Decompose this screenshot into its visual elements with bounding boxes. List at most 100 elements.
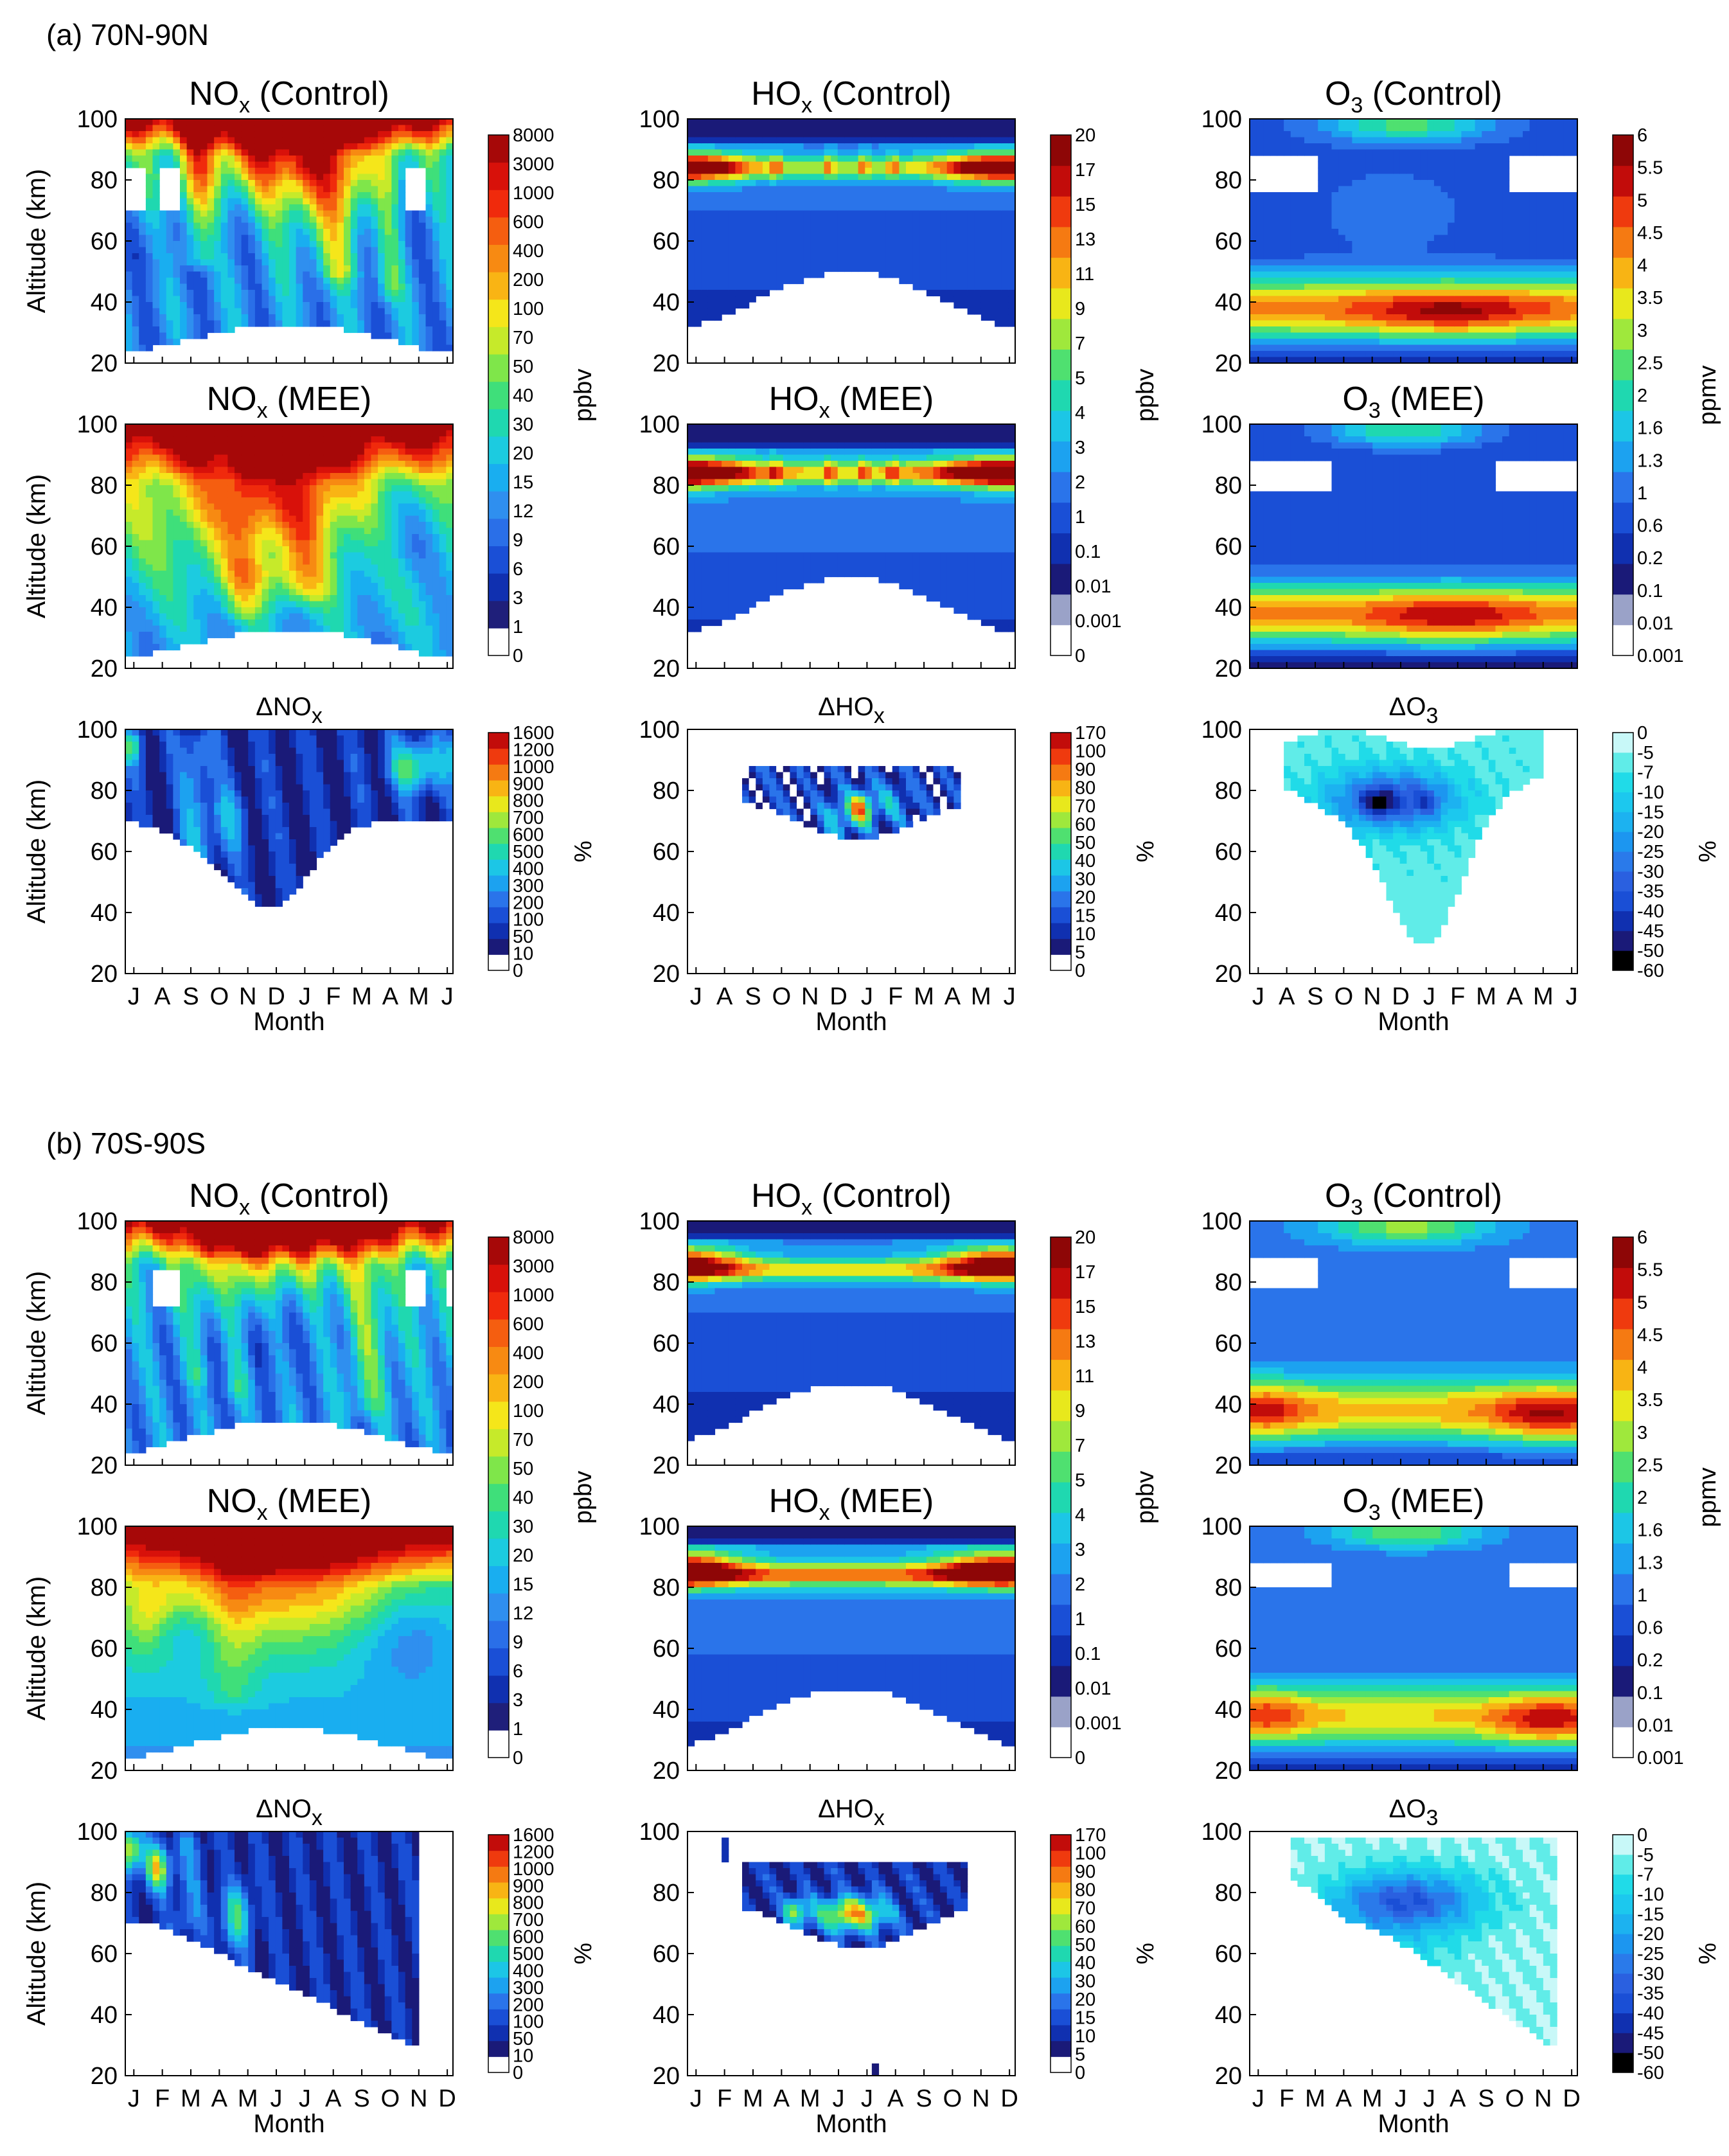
heatmap-cell — [1427, 186, 1435, 193]
heatmap-cell — [1563, 332, 1571, 339]
heatmap-cell — [418, 143, 427, 150]
heatmap-cell — [316, 229, 324, 236]
heatmap-cell — [1536, 149, 1544, 156]
heatmap-cell — [837, 265, 845, 272]
heatmap-cell — [166, 314, 173, 321]
heatmap-cell — [783, 161, 790, 168]
heatmap-cell — [926, 265, 934, 272]
heatmap-cell — [926, 278, 934, 285]
heatmap-cell — [1263, 332, 1271, 339]
heatmap-cell — [303, 229, 310, 236]
heatmap-cell — [1311, 332, 1318, 339]
heatmap-cell — [906, 186, 914, 193]
heatmap-cell — [714, 125, 722, 132]
heatmap-cell — [1482, 161, 1489, 168]
heatmap-cell — [371, 283, 378, 290]
heatmap-cell — [159, 253, 167, 260]
heatmap-cell — [152, 186, 160, 193]
heatmap-cell — [1570, 247, 1578, 254]
heatmap-cell — [337, 314, 344, 321]
heatmap-cell — [1324, 217, 1333, 224]
heatmap-cell — [1277, 326, 1284, 334]
heatmap-cell — [309, 143, 317, 150]
heatmap-cell — [248, 253, 256, 260]
heatmap-cell — [1379, 210, 1387, 217]
heatmap-cell — [1399, 186, 1407, 193]
heatmap-cell — [892, 186, 900, 193]
heatmap-cell — [337, 192, 344, 199]
heatmap-cell — [1304, 302, 1312, 309]
heatmap-cell — [1427, 125, 1435, 132]
heatmap-cell — [1488, 344, 1496, 352]
heatmap-cell — [357, 192, 365, 199]
heatmap-cell — [446, 161, 454, 168]
heatmap-cell — [193, 332, 201, 339]
heatmap-cell — [919, 143, 927, 150]
heatmap-cell — [254, 259, 263, 266]
heatmap-cell — [1359, 168, 1367, 175]
heatmap-cell — [193, 137, 201, 144]
heatmap-cell — [1502, 198, 1510, 205]
heatmap-cell — [344, 290, 351, 297]
heatmap-cell — [1331, 283, 1339, 290]
heatmap-cell — [357, 198, 365, 205]
heatmap-cell — [1331, 247, 1339, 254]
heatmap-cell — [1433, 174, 1442, 181]
heatmap-cell — [262, 241, 269, 248]
heatmap-cell — [783, 168, 790, 175]
heatmap-cell — [1399, 119, 1407, 126]
heatmap-cell — [1270, 247, 1278, 254]
heatmap-cell — [1297, 119, 1305, 126]
heatmap-cell — [159, 290, 167, 297]
heatmap-cell — [309, 265, 317, 272]
heatmap-cell — [844, 217, 852, 224]
heatmap-cell — [1001, 222, 1009, 229]
heatmap-cell — [946, 186, 954, 193]
heatmap-cell — [940, 296, 948, 303]
heatmap-cell — [1468, 320, 1476, 327]
heatmap-cell — [1393, 271, 1401, 278]
heatmap-cell — [344, 229, 351, 236]
heatmap-cell — [391, 278, 399, 285]
heatmap-cell — [1008, 180, 1016, 187]
heatmap-cell — [200, 332, 208, 339]
heatmap-cell — [946, 290, 954, 297]
heatmap-cell — [953, 143, 961, 150]
heatmap-cell — [1509, 278, 1516, 285]
heatmap-cell — [776, 143, 784, 150]
heatmap-cell — [961, 302, 968, 309]
heatmap-cell — [207, 149, 215, 156]
heatmap-cell — [418, 247, 427, 254]
heatmap-cell — [180, 241, 188, 248]
heatmap-cell — [1427, 192, 1435, 199]
heatmap-cell — [735, 198, 743, 205]
heatmap-cell — [1008, 235, 1016, 242]
heatmap-cell — [1399, 271, 1407, 278]
heatmap-cell — [241, 125, 249, 132]
heatmap-cell — [1543, 235, 1551, 242]
heatmap-cell — [1454, 283, 1462, 290]
heatmap-cell — [926, 125, 934, 132]
heatmap-cell — [1433, 180, 1442, 187]
heatmap-cell — [371, 308, 378, 315]
heatmap-cell — [275, 198, 283, 205]
heatmap-cell — [1543, 192, 1551, 199]
heatmap-cell — [193, 247, 201, 254]
heatmap-cell — [1345, 131, 1352, 138]
heatmap-cell — [687, 278, 695, 285]
heatmap-cell — [227, 161, 235, 168]
heatmap-cell — [967, 125, 975, 132]
heatmap-cell — [1433, 344, 1442, 352]
heatmap-cell — [844, 259, 852, 266]
heatmap-cell — [967, 222, 975, 229]
heatmap-cell — [248, 302, 256, 309]
heatmap-cell — [220, 241, 228, 248]
heatmap-cell — [180, 119, 188, 126]
heatmap-cell — [851, 235, 859, 242]
heatmap-cell — [1324, 192, 1333, 199]
heatmap-cell — [1482, 168, 1489, 175]
heatmap-cell — [391, 210, 399, 217]
heatmap-cell — [1345, 168, 1352, 175]
heatmap-cell — [1250, 143, 1257, 150]
heatmap-cell — [1550, 314, 1557, 321]
